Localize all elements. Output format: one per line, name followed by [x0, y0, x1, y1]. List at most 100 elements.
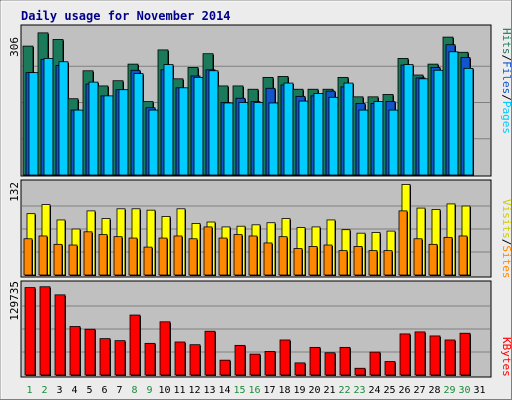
bar-pages-day-19	[298, 100, 309, 176]
bar-pages-day-2	[43, 58, 54, 176]
bar-sites-day-10	[158, 237, 168, 276]
day-label: 11	[173, 385, 185, 396]
day-label: 5	[86, 385, 92, 396]
day-label: 1	[26, 385, 32, 396]
bar-sites-day-5	[83, 231, 93, 276]
bar-kbytes-day-23	[354, 367, 366, 376]
bar-kbytes-day-17	[264, 351, 276, 376]
bar-pages-day-14	[223, 102, 234, 176]
bar-pages-day-22	[343, 82, 354, 176]
day-label: 18	[278, 385, 290, 396]
bar-pages-day-28	[433, 69, 444, 176]
bar-kbytes-day-25	[384, 361, 396, 376]
bar-pages-day-29	[448, 51, 459, 176]
day-label: 2	[41, 385, 47, 396]
legend-kbytes: KBytes	[500, 337, 512, 377]
bar-sites-day-6	[98, 234, 108, 276]
day-label: 9	[146, 385, 152, 396]
legend-files: Files	[500, 61, 512, 94]
chart-title: Daily usage for November 2014	[21, 9, 231, 23]
bar-kbytes-day-29	[444, 339, 456, 376]
bar-pages-day-6	[103, 95, 114, 176]
bar-sites-day-21	[323, 244, 333, 276]
bar-pages-day-8	[133, 73, 144, 176]
bar-kbytes-day-26	[399, 333, 411, 376]
bar-pages-day-24	[373, 101, 384, 176]
bar-kbytes-day-18	[279, 339, 291, 376]
bar-kbytes-day-5	[84, 328, 96, 376]
bar-kbytes-day-27	[414, 331, 426, 376]
bar-kbytes-day-8	[129, 314, 141, 376]
bar-pages-day-3	[58, 61, 69, 176]
bar-sites-day-4	[68, 244, 78, 276]
day-label: 13	[203, 385, 215, 396]
day-label: 31	[473, 385, 485, 396]
bar-kbytes-day-3	[54, 294, 66, 376]
legend-hits: Hits	[500, 28, 512, 55]
bar-pages-day-13	[208, 70, 219, 176]
day-label: 7	[116, 385, 122, 396]
bar-sites-day-26	[398, 210, 408, 276]
bar-sites-day-13	[203, 226, 213, 276]
day-label: 8	[131, 385, 137, 396]
bar-pages-day-26	[403, 64, 414, 176]
day-label: 27	[413, 385, 425, 396]
bar-pages-day-12	[193, 76, 204, 176]
day-label: 30	[458, 385, 470, 396]
kbytes-legend: KBytes	[500, 337, 512, 377]
visits-legend: Visits/Sites	[500, 199, 512, 279]
day-label: 19	[293, 385, 305, 396]
bar-sites-day-30	[458, 235, 468, 276]
bar-pages-day-9	[148, 109, 159, 176]
bar-pages-day-4	[73, 109, 84, 176]
day-label: 6	[101, 385, 107, 396]
bar-sites-day-14	[218, 237, 228, 276]
usage-legend: Hits/Files/Pages	[500, 28, 512, 134]
bar-sites-day-18	[278, 236, 288, 276]
bar-kbytes-day-4	[69, 326, 81, 376]
bar-sites-day-11	[173, 235, 183, 276]
bar-kbytes-day-21	[324, 352, 336, 376]
bar-sites-day-12	[188, 238, 198, 276]
bar-sites-day-7	[113, 236, 123, 276]
legend-visits: Visits	[500, 199, 512, 239]
bar-sites-day-1	[23, 238, 33, 276]
bar-kbytes-day-14	[219, 359, 231, 376]
bar-sites-day-2	[38, 235, 48, 276]
day-label: 4	[71, 385, 77, 396]
bar-sites-day-9	[143, 246, 153, 276]
bar-sites-day-27	[413, 238, 423, 276]
bar-pages-day-20	[313, 93, 324, 176]
bar-pages-day-11	[178, 87, 189, 176]
bar-pages-day-16	[253, 102, 264, 176]
kbytes-ymax-label: 129735	[8, 281, 21, 321]
legend-sites: Sites	[500, 245, 512, 278]
bar-kbytes-day-13	[204, 330, 216, 376]
day-label: 25	[383, 385, 395, 396]
bar-kbytes-day-24	[369, 351, 381, 376]
bar-kbytes-day-22	[339, 346, 351, 376]
day-label: 29	[443, 385, 455, 396]
bar-kbytes-day-15	[234, 344, 246, 376]
day-label: 17	[263, 385, 275, 396]
bar-kbytes-day-28	[429, 335, 441, 376]
bar-kbytes-day-6	[99, 338, 111, 376]
bar-kbytes-day-20	[309, 346, 321, 376]
usage-ymax-label: 306	[8, 37, 21, 57]
bar-pages-day-15	[238, 102, 249, 176]
day-label: 23	[353, 385, 365, 396]
bar-kbytes-day-30	[459, 332, 471, 376]
day-label: 26	[398, 385, 410, 396]
bar-kbytes-day-11	[174, 341, 186, 376]
bar-sites-day-3	[53, 243, 63, 276]
bar-sites-day-25	[383, 250, 393, 276]
bar-pages-day-27	[418, 78, 429, 176]
bar-pages-day-5	[88, 81, 99, 176]
bar-kbytes-day-9	[144, 342, 156, 376]
day-label: 20	[308, 385, 320, 396]
bar-kbytes-day-19	[294, 362, 306, 376]
bar-sites-day-16	[248, 235, 258, 276]
bar-sites-day-19	[293, 248, 303, 276]
bar-pages-day-25	[388, 109, 399, 176]
bar-pages-day-30	[463, 67, 474, 176]
